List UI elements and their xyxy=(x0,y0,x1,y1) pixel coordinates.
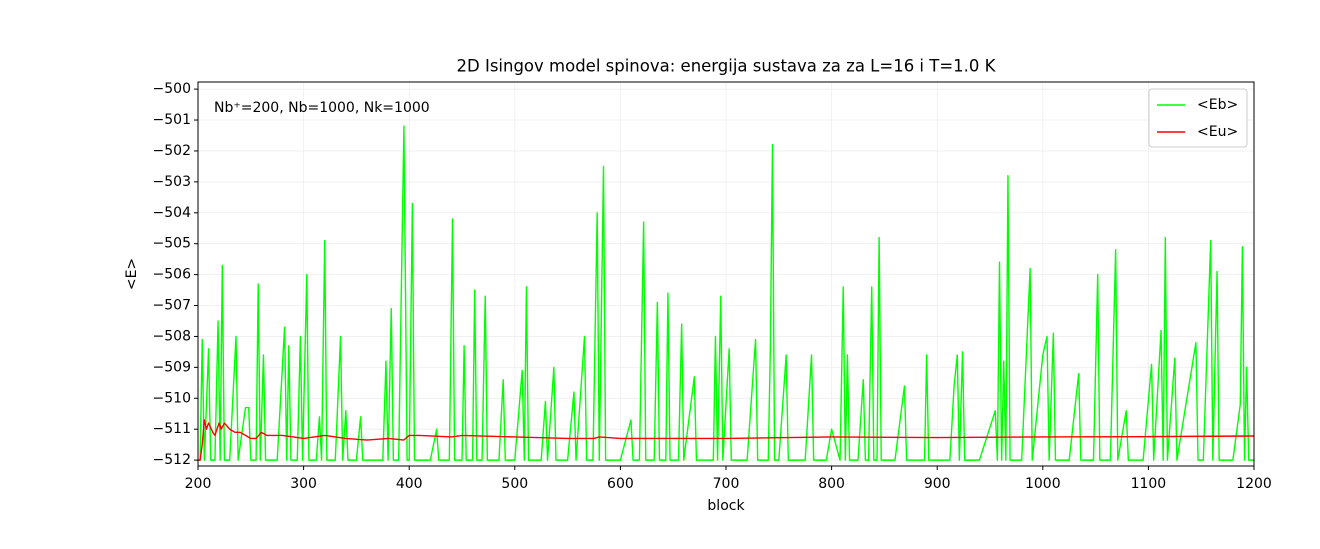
x-tick-label: 500 xyxy=(501,476,528,492)
chart-title: 2D Isingov model spinova: energija susta… xyxy=(457,57,997,76)
x-tick-label: 1200 xyxy=(1236,476,1272,492)
y-tick-label: −506 xyxy=(153,267,192,283)
x-tick-label: 300 xyxy=(290,476,317,492)
y-tick-label: −503 xyxy=(153,174,191,190)
x-tick-label: 1000 xyxy=(1025,476,1061,492)
x-tick-label: 800 xyxy=(818,476,845,492)
legend-label: <Eu> xyxy=(1197,124,1238,140)
x-tick-label: 1100 xyxy=(1131,476,1167,492)
y-tick-label: −512 xyxy=(153,452,191,468)
series-line xyxy=(198,125,1254,461)
y-tick-label: −510 xyxy=(153,390,191,406)
y-tick-label: −505 xyxy=(153,236,191,252)
x-tick-label: 200 xyxy=(185,476,212,492)
y-tick-label: −500 xyxy=(153,81,191,97)
legend-label: <Eb> xyxy=(1197,97,1238,113)
y-tick-label: −509 xyxy=(153,359,191,375)
annotation: Nb⁺=200, Nb=1000, Nk=1000 xyxy=(214,100,430,116)
y-tick-label: −501 xyxy=(153,112,191,128)
y-axis-label: <E> xyxy=(124,258,140,290)
y-tick-label: −502 xyxy=(153,143,191,159)
y-tick-label: −511 xyxy=(153,421,191,437)
x-tick-label: 700 xyxy=(713,476,740,492)
y-tick-label: −504 xyxy=(153,205,192,221)
x-axis-label: block xyxy=(707,498,745,514)
y-tick-label: −507 xyxy=(153,298,191,314)
series-line xyxy=(198,419,1255,461)
x-tick-label: 400 xyxy=(396,476,423,492)
plot-frame xyxy=(197,81,1255,467)
x-tick-label: 900 xyxy=(924,476,951,492)
x-tick-label: 600 xyxy=(607,476,634,492)
y-tick-label: −508 xyxy=(153,328,191,344)
